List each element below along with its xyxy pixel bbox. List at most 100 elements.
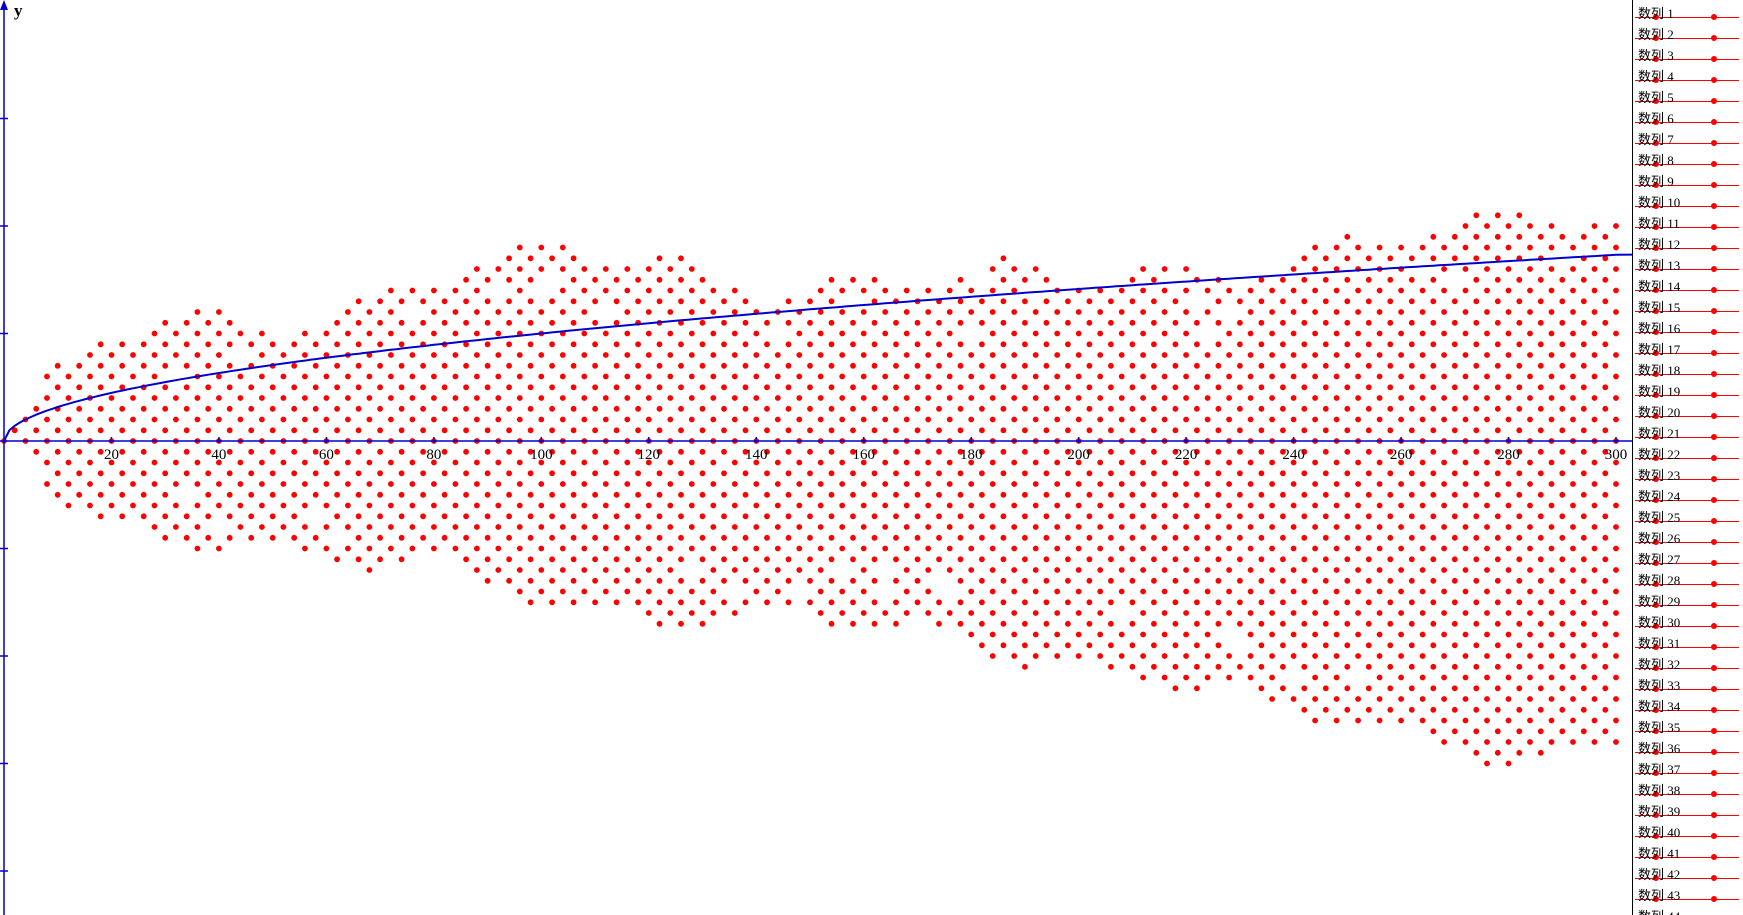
data-point (1581, 341, 1587, 347)
data-point (1602, 556, 1608, 562)
data-point (678, 255, 684, 261)
data-point (904, 374, 910, 380)
data-point (657, 277, 663, 283)
data-point (1259, 341, 1265, 347)
data-point (1323, 642, 1329, 648)
x-tick-label: 20 (104, 447, 119, 463)
data-point (624, 460, 630, 466)
data-point (1506, 288, 1512, 294)
data-point (560, 460, 566, 466)
data-point (1119, 567, 1125, 573)
data-point (1237, 449, 1243, 455)
data-point (1430, 513, 1436, 519)
data-point (1463, 395, 1469, 401)
data-point (324, 374, 330, 380)
data-point (1441, 352, 1447, 358)
data-point (1409, 621, 1415, 627)
data-point (1592, 331, 1598, 337)
data-point (195, 309, 201, 315)
data-point (700, 449, 706, 455)
data-point (689, 524, 695, 530)
data-point (1237, 492, 1243, 498)
data-point (1108, 599, 1114, 605)
data-point (839, 331, 845, 337)
data-point (442, 384, 448, 390)
data-point (872, 621, 878, 627)
data-point (474, 417, 480, 423)
data-point (1044, 277, 1050, 283)
data-point (302, 460, 308, 466)
data-point (1237, 621, 1243, 627)
data-point (1355, 245, 1361, 251)
data-point (1280, 406, 1286, 412)
data-point (1183, 675, 1189, 681)
data-point (1119, 395, 1125, 401)
data-point (990, 546, 996, 552)
data-point (721, 363, 727, 369)
data-point (453, 352, 459, 358)
data-point (915, 320, 921, 326)
data-point (420, 535, 426, 541)
data-point (1441, 567, 1447, 573)
data-point (1506, 481, 1512, 487)
data-point (646, 395, 652, 401)
data-point (1162, 675, 1168, 681)
data-point (367, 417, 373, 423)
data-point (678, 492, 684, 498)
data-point (818, 374, 824, 380)
data-point (1452, 255, 1458, 261)
data-point (87, 417, 93, 423)
data-point (1033, 653, 1039, 659)
legend-label: 数列 8 (1638, 150, 1674, 169)
legend-label: 数列 24 (1638, 486, 1680, 505)
data-point (1527, 653, 1533, 659)
data-point (1581, 406, 1587, 412)
data-point (1183, 589, 1189, 595)
data-point (1602, 277, 1608, 283)
data-point (1151, 535, 1157, 541)
data-point (1463, 718, 1469, 724)
data-point (1581, 535, 1587, 541)
data-point (721, 599, 727, 605)
data-point (990, 503, 996, 509)
data-point (1355, 696, 1361, 702)
data-point (538, 589, 544, 595)
data-point (345, 395, 351, 401)
data-point (1613, 675, 1619, 681)
data-point (592, 406, 598, 412)
data-point (1441, 739, 1447, 745)
data-point (216, 503, 222, 509)
data-point (1527, 675, 1533, 681)
data-point (506, 492, 512, 498)
data-point (1506, 245, 1512, 251)
data-point (1398, 331, 1404, 337)
data-point (1549, 610, 1555, 616)
data-point (1559, 384, 1565, 390)
data-point (1065, 427, 1071, 433)
data-point (936, 599, 942, 605)
data-point (721, 535, 727, 541)
data-point (87, 503, 93, 509)
data-point (334, 470, 340, 476)
data-point (796, 374, 802, 380)
data-point (689, 503, 695, 509)
data-point (764, 341, 770, 347)
legend-marker (1711, 140, 1717, 146)
data-point (1022, 578, 1028, 584)
data-point (1108, 535, 1114, 541)
data-point (474, 524, 480, 530)
data-point (603, 460, 609, 466)
data-point (560, 266, 566, 272)
data-point (1495, 599, 1501, 605)
data-point (259, 374, 265, 380)
data-point (238, 524, 244, 530)
data-point (1473, 341, 1479, 347)
data-point (560, 567, 566, 573)
data-point (1420, 417, 1426, 423)
data-point (1205, 524, 1211, 530)
data-point (732, 395, 738, 401)
data-point (1495, 513, 1501, 519)
data-point (1076, 331, 1082, 337)
data-point (1463, 331, 1469, 337)
data-point (1183, 288, 1189, 294)
